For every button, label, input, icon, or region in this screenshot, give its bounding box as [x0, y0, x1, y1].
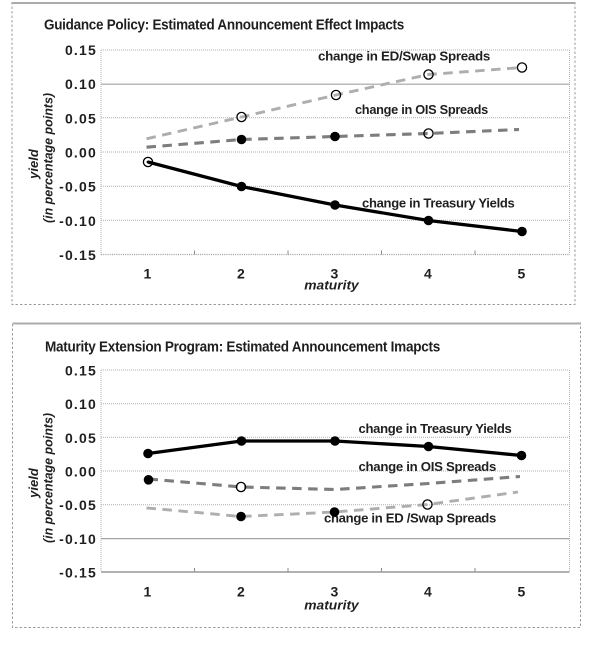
svg-text:0.05: 0.05 — [65, 430, 97, 446]
svg-text:0.00: 0.00 — [65, 464, 97, 480]
svg-text:change in OIS Spreads: change in OIS Spreads — [359, 459, 497, 474]
svg-text:maturity: maturity — [304, 598, 359, 613]
svg-text:change in ED/Swap Spreads: change in ED/Swap Spreads — [318, 49, 490, 64]
svg-text:-0.05: -0.05 — [59, 497, 97, 513]
svg-text:change in Treasury Yields: change in Treasury Yields — [359, 421, 512, 436]
svg-text:change in Treasury Yields: change in Treasury Yields — [362, 195, 515, 210]
svg-text:(in percentage points): (in percentage points) — [41, 93, 56, 223]
svg-text:3: 3 — [331, 266, 340, 282]
svg-text:-0.15: -0.15 — [59, 565, 97, 581]
svg-text:0.15: 0.15 — [65, 42, 97, 58]
svg-text:0.15: 0.15 — [65, 363, 97, 379]
svg-text:-0.10: -0.10 — [59, 213, 97, 229]
svg-text:0.05: 0.05 — [65, 110, 97, 126]
svg-text:yield: yield — [26, 467, 41, 499]
svg-text:Guidance Policy: Estimated An: Guidance Policy: Estimated Announcement … — [44, 18, 404, 34]
svg-text:5: 5 — [518, 266, 527, 282]
svg-text:0.10: 0.10 — [65, 76, 97, 92]
svg-text:-0.05: -0.05 — [59, 179, 97, 195]
svg-text:2: 2 — [237, 266, 246, 282]
svg-text:-0.15: -0.15 — [59, 247, 97, 263]
svg-text:4: 4 — [424, 584, 433, 600]
svg-text:1: 1 — [144, 584, 153, 600]
svg-text:4: 4 — [424, 266, 433, 282]
svg-text:maturity: maturity — [304, 278, 359, 293]
svg-text:0.00: 0.00 — [65, 145, 97, 161]
svg-text:change in OIS Spreads: change in OIS Spreads — [355, 102, 488, 117]
svg-text:(in percentage points): (in percentage points) — [41, 413, 56, 543]
svg-text:change in ED /Swap Spreads: change in ED /Swap Spreads — [324, 511, 496, 526]
svg-text:5: 5 — [518, 584, 527, 600]
svg-text:3: 3 — [331, 584, 340, 600]
svg-text:Maturity Extension Program: Es: Maturity Extension Program: Estimated An… — [45, 340, 440, 356]
svg-text:1: 1 — [144, 266, 153, 282]
svg-text:2: 2 — [237, 584, 246, 600]
svg-text:yield: yield — [26, 148, 41, 180]
svg-text:0.10: 0.10 — [65, 396, 97, 412]
svg-text:-0.10: -0.10 — [59, 531, 97, 547]
